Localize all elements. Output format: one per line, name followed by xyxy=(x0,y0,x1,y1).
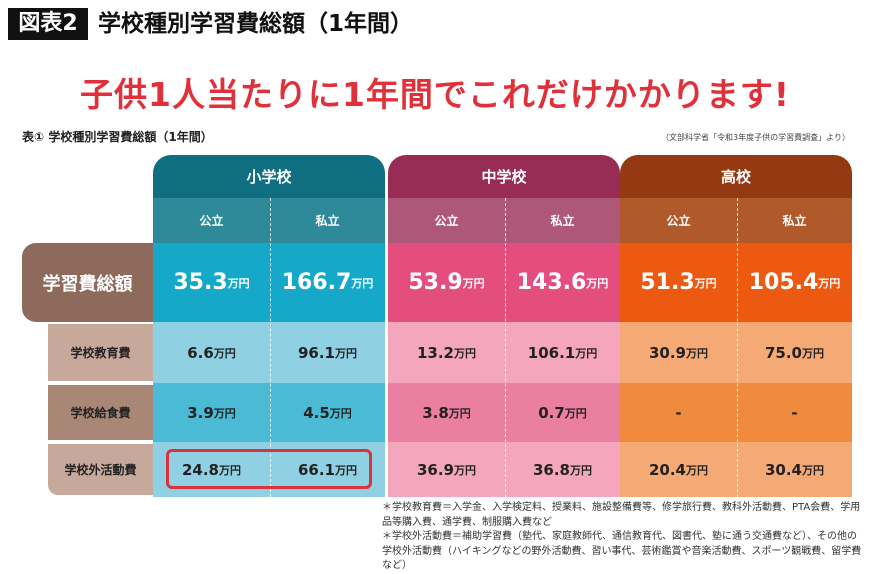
value-cell: 0.7 万円 xyxy=(505,383,620,442)
table-caption: 表① 学校種別学習費総額（1年間） xyxy=(22,130,213,144)
unit: 万円 xyxy=(686,463,708,477)
headline: 子供1人当たりに1年間でこれだけかかります! xyxy=(80,75,790,114)
value: 35.3 xyxy=(173,270,228,295)
unit: 万円 xyxy=(227,276,250,290)
subheader: 公立 xyxy=(388,198,505,243)
value-cell: 51.3 万円 xyxy=(620,243,737,322)
row-label: 学校外活動費 xyxy=(48,444,153,495)
value-cell: 166.7 万円 xyxy=(270,243,385,322)
footnotes: ＊学校教育費＝入学金、入学検定料、授業料、施設整備費等、修学旅行費、教科外活動費… xyxy=(382,501,862,574)
highlight-box xyxy=(166,449,372,489)
page-title: 学校種別学習費総額（1年間） xyxy=(98,11,414,37)
unit: 万円 xyxy=(335,463,357,477)
value-cell: - xyxy=(737,383,852,442)
group-header: 小学校 xyxy=(153,155,385,198)
value: 6.6 xyxy=(187,343,214,362)
unit: 万円 xyxy=(802,346,824,360)
unit: 万円 xyxy=(802,463,824,477)
value-cell: 4.5 万円 xyxy=(270,383,385,442)
value: 75.0 xyxy=(764,343,802,362)
column-divider xyxy=(737,198,738,497)
group-header: 中学校 xyxy=(388,155,620,198)
unit: 万円 xyxy=(448,406,471,420)
value-cell: 30.4 万円 xyxy=(737,442,852,497)
value: 96.1 xyxy=(297,343,335,362)
source-note: （文部科学省「令和3年度子供の学習費調査」より） xyxy=(661,133,850,142)
value: 13.2 xyxy=(416,343,454,362)
value-cell: 20.4 万円 xyxy=(620,442,737,497)
column-divider xyxy=(505,198,506,497)
value: 24.8 xyxy=(181,460,219,479)
unit: 万円 xyxy=(694,276,717,290)
unit: 万円 xyxy=(575,346,598,360)
subheader: 私立 xyxy=(505,198,620,243)
unit: 万円 xyxy=(818,276,841,290)
value: 51.3 xyxy=(640,270,695,295)
value: 36.9 xyxy=(416,460,454,479)
unit: 万円 xyxy=(351,276,374,290)
row-label: 学校教育費 xyxy=(48,324,153,381)
subheader: 私立 xyxy=(270,198,385,243)
value-cell: 36.9 万円 xyxy=(388,442,505,497)
subheader: 公立 xyxy=(153,198,270,243)
value-cell: 36.8 万円 xyxy=(505,442,620,497)
value-cell: 96.1 万円 xyxy=(270,322,385,383)
value: 166.7 xyxy=(281,270,352,295)
figure-badge: 図表2 xyxy=(8,8,88,40)
unit: 万円 xyxy=(454,463,476,477)
value: 105.4 xyxy=(748,270,819,295)
value: 143.6 xyxy=(516,270,587,295)
unit: 万円 xyxy=(686,346,708,360)
value-cell: 3.9 万円 xyxy=(153,383,270,442)
value: 30.9 xyxy=(648,343,686,362)
value-cell: 53.9 万円 xyxy=(388,243,505,322)
value: 66.1 xyxy=(297,460,335,479)
group-header: 高校 xyxy=(620,155,852,198)
unit: 万円 xyxy=(570,463,592,477)
unit: 万円 xyxy=(564,406,587,420)
value-cell: 75.0 万円 xyxy=(737,322,852,383)
value: 53.9 xyxy=(408,270,463,295)
unit: 万円 xyxy=(329,406,352,420)
value-cell: 30.9 万円 xyxy=(620,322,737,383)
row-label: 学習費総額 xyxy=(22,243,153,322)
row-label: 学校給食費 xyxy=(48,385,153,440)
unit: 万円 xyxy=(213,346,236,360)
subheader: 私立 xyxy=(737,198,852,243)
unit: 万円 xyxy=(219,463,241,477)
value-cell: 35.3 万円 xyxy=(153,243,270,322)
footnote: ＊学校教育費＝入学金、入学検定料、授業料、施設整備費等、修学旅行費、教科外活動費… xyxy=(382,502,861,528)
value: 0.7 xyxy=(538,403,565,422)
value: 3.9 xyxy=(187,403,214,422)
value: 3.8 xyxy=(422,403,449,422)
value: 106.1 xyxy=(527,343,576,362)
value-cell: 143.6 万円 xyxy=(505,243,620,322)
footnote: ＊学校外活動費＝補助学習費（塾代、家庭教師代、通信教育代、図書代、塾に通う交通費… xyxy=(382,531,862,571)
value: - xyxy=(791,403,798,422)
value-cell: 3.8 万円 xyxy=(388,383,505,442)
unit: 万円 xyxy=(462,276,485,290)
value: 36.8 xyxy=(532,460,570,479)
value: 20.4 xyxy=(648,460,686,479)
value-cell: 105.4 万円 xyxy=(737,243,852,322)
value: 4.5 xyxy=(303,403,330,422)
value-cell: 106.1 万円 xyxy=(505,322,620,383)
unit: 万円 xyxy=(335,346,357,360)
column-divider xyxy=(270,198,271,497)
unit: 万円 xyxy=(586,276,609,290)
unit: 万円 xyxy=(213,406,236,420)
value: - xyxy=(675,403,682,422)
unit: 万円 xyxy=(454,346,476,360)
value-cell: - xyxy=(620,383,737,442)
value: 30.4 xyxy=(764,460,802,479)
subheader: 公立 xyxy=(620,198,737,243)
value-cell: 13.2 万円 xyxy=(388,322,505,383)
value-cell: 6.6 万円 xyxy=(153,322,270,383)
